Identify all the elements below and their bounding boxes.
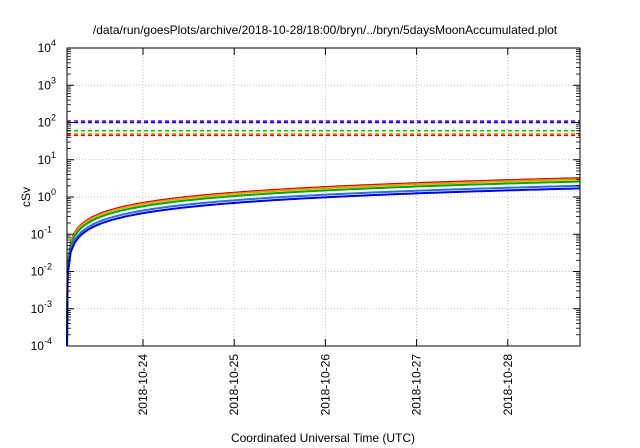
y-tick-label: 103 bbox=[38, 75, 56, 92]
y-axis-ticks: 10-4 10-3 10-2 10-1 100 101 102 103 104 bbox=[31, 38, 580, 353]
series-line bbox=[66, 187, 581, 347]
y-tick-label: 10-1 bbox=[31, 224, 52, 241]
x-tick-label: 2018-10-27 bbox=[410, 354, 424, 416]
chart-title: /data/run/goesPlots/archive/2018-10-28/1… bbox=[93, 23, 558, 37]
y-tick-label: 101 bbox=[38, 150, 56, 167]
x-tick-label: 2018-10-26 bbox=[318, 354, 332, 416]
x-axis-label: Coordinated Universal Time (UTC) bbox=[231, 431, 415, 445]
x-axis-ticks: 2018-10-24 2018-10-25 2018-10-26 2018-10-27… bbox=[136, 48, 515, 415]
y-tick-label: 104 bbox=[38, 38, 56, 55]
series-line bbox=[66, 177, 581, 347]
series-line bbox=[66, 184, 581, 347]
threshold-lines bbox=[67, 120, 580, 137]
x-tick-label: 2018-10-25 bbox=[227, 354, 241, 416]
x-tick-label: 2018-10-24 bbox=[136, 354, 150, 416]
y-tick-label: 102 bbox=[38, 113, 56, 130]
series-lines bbox=[66, 177, 581, 347]
y-tick-label: 100 bbox=[38, 187, 56, 204]
series-line bbox=[66, 180, 581, 347]
y-tick-label: 10-4 bbox=[31, 336, 52, 353]
y-tick-label: 10-3 bbox=[31, 299, 52, 316]
y-tick-label: 10-2 bbox=[31, 262, 52, 279]
series-line bbox=[66, 178, 581, 347]
x-tick-label: 2018-10-28 bbox=[501, 354, 515, 416]
y-axis-label: cSv bbox=[19, 187, 33, 207]
